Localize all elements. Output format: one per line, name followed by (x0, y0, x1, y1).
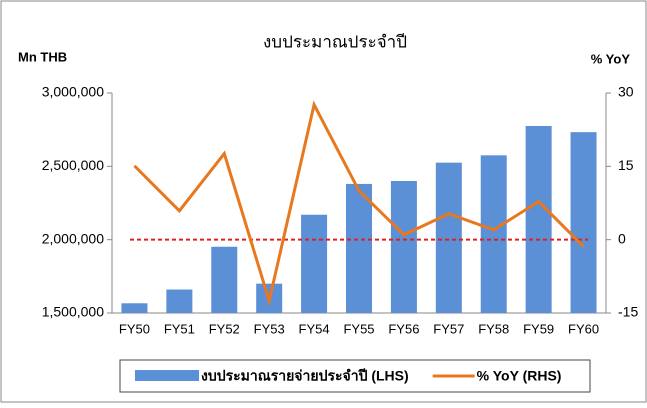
y2-tick-label: 15 (618, 157, 634, 173)
x-tick-label: FY54 (299, 321, 330, 336)
y-tick-label: 2,500,000 (42, 157, 104, 173)
x-tick-label: FY52 (209, 321, 240, 336)
bar (301, 214, 328, 313)
y2-axis-label: % YoY (591, 51, 631, 66)
y-tick-label: 1,500,000 (42, 304, 104, 320)
bar (525, 126, 552, 313)
x-tick-label: FY53 (254, 321, 285, 336)
x-tick-label: FY55 (343, 321, 374, 336)
x-tick-label: FY56 (388, 321, 419, 336)
bar (570, 132, 597, 313)
bar (346, 183, 372, 313)
x-tick-label: FY51 (164, 321, 195, 336)
y-axis-label: Mn THB (18, 49, 67, 64)
bar (435, 162, 462, 313)
x-tick-label: FY58 (478, 321, 509, 336)
bar (390, 181, 417, 313)
x-tick-label: FY60 (568, 321, 599, 336)
y2-tick-label: 30 (618, 84, 634, 100)
chart-title: งบประมาณประจำปี (263, 32, 407, 51)
x-tick-label: FY57 (433, 321, 464, 336)
x-tick-label: FY50 (119, 321, 150, 336)
bar (480, 155, 507, 313)
y2-tick-label: 0 (618, 230, 626, 246)
y-tick-label: 3,000,000 (42, 84, 104, 100)
line-series (133, 100, 585, 307)
bar (121, 303, 148, 313)
legend-swatch (135, 370, 199, 381)
legend-label: % YoY (RHS) (477, 368, 562, 384)
x-tick-label: FY59 (523, 321, 554, 336)
legend-label: งบประมาณรายจ่ายประจำปี (LHS) (201, 368, 409, 384)
bar (166, 289, 193, 313)
y2-tick-label: -15 (618, 304, 638, 320)
y-tick-label: 2,000,000 (42, 230, 104, 246)
bar (211, 246, 238, 313)
